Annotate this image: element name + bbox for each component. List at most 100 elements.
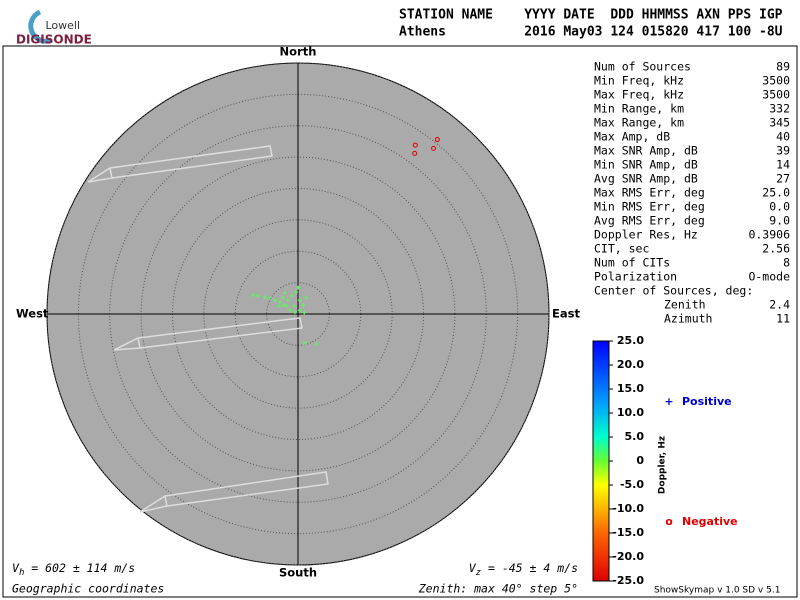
legend-label: Negative xyxy=(682,515,738,528)
legend-label: Positive xyxy=(682,395,732,408)
coords-label: Geographic coordinates xyxy=(12,582,164,596)
stat-label: Avg RMS Err, deg xyxy=(594,214,705,228)
stat-value: 345 xyxy=(769,116,790,130)
stat-label: Min Freq, kHz xyxy=(594,74,684,88)
stat-value: 14 xyxy=(776,158,790,172)
colorbar-tick-label: -20.0 xyxy=(612,550,644,563)
arrow xyxy=(113,317,303,351)
vh-label: Vh = 602 ± 114 m/s xyxy=(12,561,135,578)
stat-label: Azimuth xyxy=(664,312,712,326)
source-point xyxy=(434,137,440,143)
source-point xyxy=(282,290,287,295)
source-point xyxy=(292,310,297,315)
source-point xyxy=(277,303,282,308)
source-point xyxy=(284,303,289,308)
stat-label: Max Range, km xyxy=(594,116,684,130)
source-point xyxy=(272,298,277,303)
stat-value: 9.0 xyxy=(769,214,790,228)
source-point xyxy=(287,308,292,313)
stat-value: 3500 xyxy=(762,88,790,102)
source-point xyxy=(277,300,282,305)
stat-label: Max Amp, dB xyxy=(594,130,670,144)
vz-text: = -45 ± 4 m/s xyxy=(481,561,578,575)
stat-label: Num of Sources xyxy=(594,60,691,74)
source-point xyxy=(282,303,287,308)
stat-label: Min RMS Err, deg xyxy=(594,200,705,214)
colorbar-tick-label: 15.0 xyxy=(617,382,644,395)
source-point xyxy=(412,142,418,148)
source-point xyxy=(294,290,299,295)
colorbar-tick-label: -5.0 xyxy=(620,478,644,491)
dir-label: West xyxy=(16,307,49,321)
source-point xyxy=(302,340,307,345)
vh-symbol: V xyxy=(12,561,20,575)
stat-label: Max Freq, kHz xyxy=(594,88,684,102)
dir-label: South xyxy=(279,566,317,580)
stat-label: Polarization xyxy=(594,270,677,284)
stat-value: 8 xyxy=(783,256,790,270)
stat-label: Min Range, km xyxy=(594,102,684,116)
vh-text: = 602 ± 114 m/s xyxy=(24,561,135,575)
vz-sub: z xyxy=(476,568,481,578)
source-point xyxy=(304,295,309,300)
source-point xyxy=(285,298,290,303)
stat-value: 11 xyxy=(776,312,790,326)
vz-symbol: V xyxy=(469,561,477,575)
source-point xyxy=(250,293,255,298)
legend-symbol: + xyxy=(664,395,673,408)
stat-value: 40 xyxy=(776,130,790,144)
logo-bottom: DIGISONDE xyxy=(16,33,92,47)
colorbar xyxy=(592,340,610,582)
stat-label: Avg SNR Amp, dB xyxy=(594,172,698,186)
colorbar-tick-label: -10.0 xyxy=(612,502,644,515)
source-point xyxy=(267,295,272,300)
stat-label: Max RMS Err, deg xyxy=(594,186,705,200)
source-point xyxy=(296,285,300,290)
stat-label: Doppler Res, Hz xyxy=(594,228,698,242)
stat-value: 3500 xyxy=(762,74,790,88)
colorbar-tick-label: 0 xyxy=(636,454,644,467)
source-point xyxy=(289,293,294,298)
colorbar-title: Doppler, Hz xyxy=(658,436,668,494)
dir-label: East xyxy=(552,307,580,321)
source-point xyxy=(297,308,302,313)
source-point xyxy=(314,342,319,347)
frame xyxy=(2,45,798,598)
logo-swoosh xyxy=(28,9,53,44)
source-point xyxy=(297,298,302,303)
colorbar-tick-label: 10.0 xyxy=(617,406,644,419)
stat-value: 89 xyxy=(776,60,790,74)
stat-value: 332 xyxy=(769,102,790,116)
logo-top: Lowell xyxy=(45,19,80,32)
source-point xyxy=(302,310,307,315)
vz-label: Vz = -45 ± 4 m/s xyxy=(469,561,578,578)
arrow xyxy=(139,471,329,513)
stat-value: 25.0 xyxy=(762,186,790,200)
colorbar-tick-label: -15.0 xyxy=(612,526,644,539)
footer: ShowSkymap v 1.0 SD v 5.1 xyxy=(654,586,780,596)
header-line: STATION NAME YYYY DATE DDD HHMMSS AXN PP… xyxy=(399,8,783,23)
stat-value: 27 xyxy=(776,172,790,186)
dir-label: North xyxy=(280,45,317,59)
stat-value: O-mode xyxy=(748,270,790,284)
stat-label: Min SNR Amp, dB xyxy=(594,158,698,172)
velocity-arrows xyxy=(87,145,329,513)
stat-value: 0.3906 xyxy=(748,228,790,242)
stat-value: 0.0 xyxy=(769,200,790,214)
header-line: Athens 2016 May03 124 015820 417 100 -8U xyxy=(399,25,783,40)
colorbar-tick-label: 5.0 xyxy=(625,430,645,443)
source-point xyxy=(431,145,437,151)
stat-label: Zenith xyxy=(664,298,706,312)
stat-label: CIT, sec xyxy=(594,242,649,256)
stat-value: 39 xyxy=(776,144,790,158)
colorbar-tick-label: -25.0 xyxy=(612,574,644,587)
vh-sub: h xyxy=(19,568,24,578)
colorbar-tick-label: 20.0 xyxy=(617,358,644,371)
stat-value: 2.56 xyxy=(762,242,790,256)
stat-label: Max SNR Amp, dB xyxy=(594,144,698,158)
arrow xyxy=(87,145,273,183)
source-point xyxy=(255,293,260,298)
colorbar-tick-label: 25.0 xyxy=(617,334,644,347)
zenith-note: Zenith: max 40° step 5° xyxy=(418,582,578,596)
